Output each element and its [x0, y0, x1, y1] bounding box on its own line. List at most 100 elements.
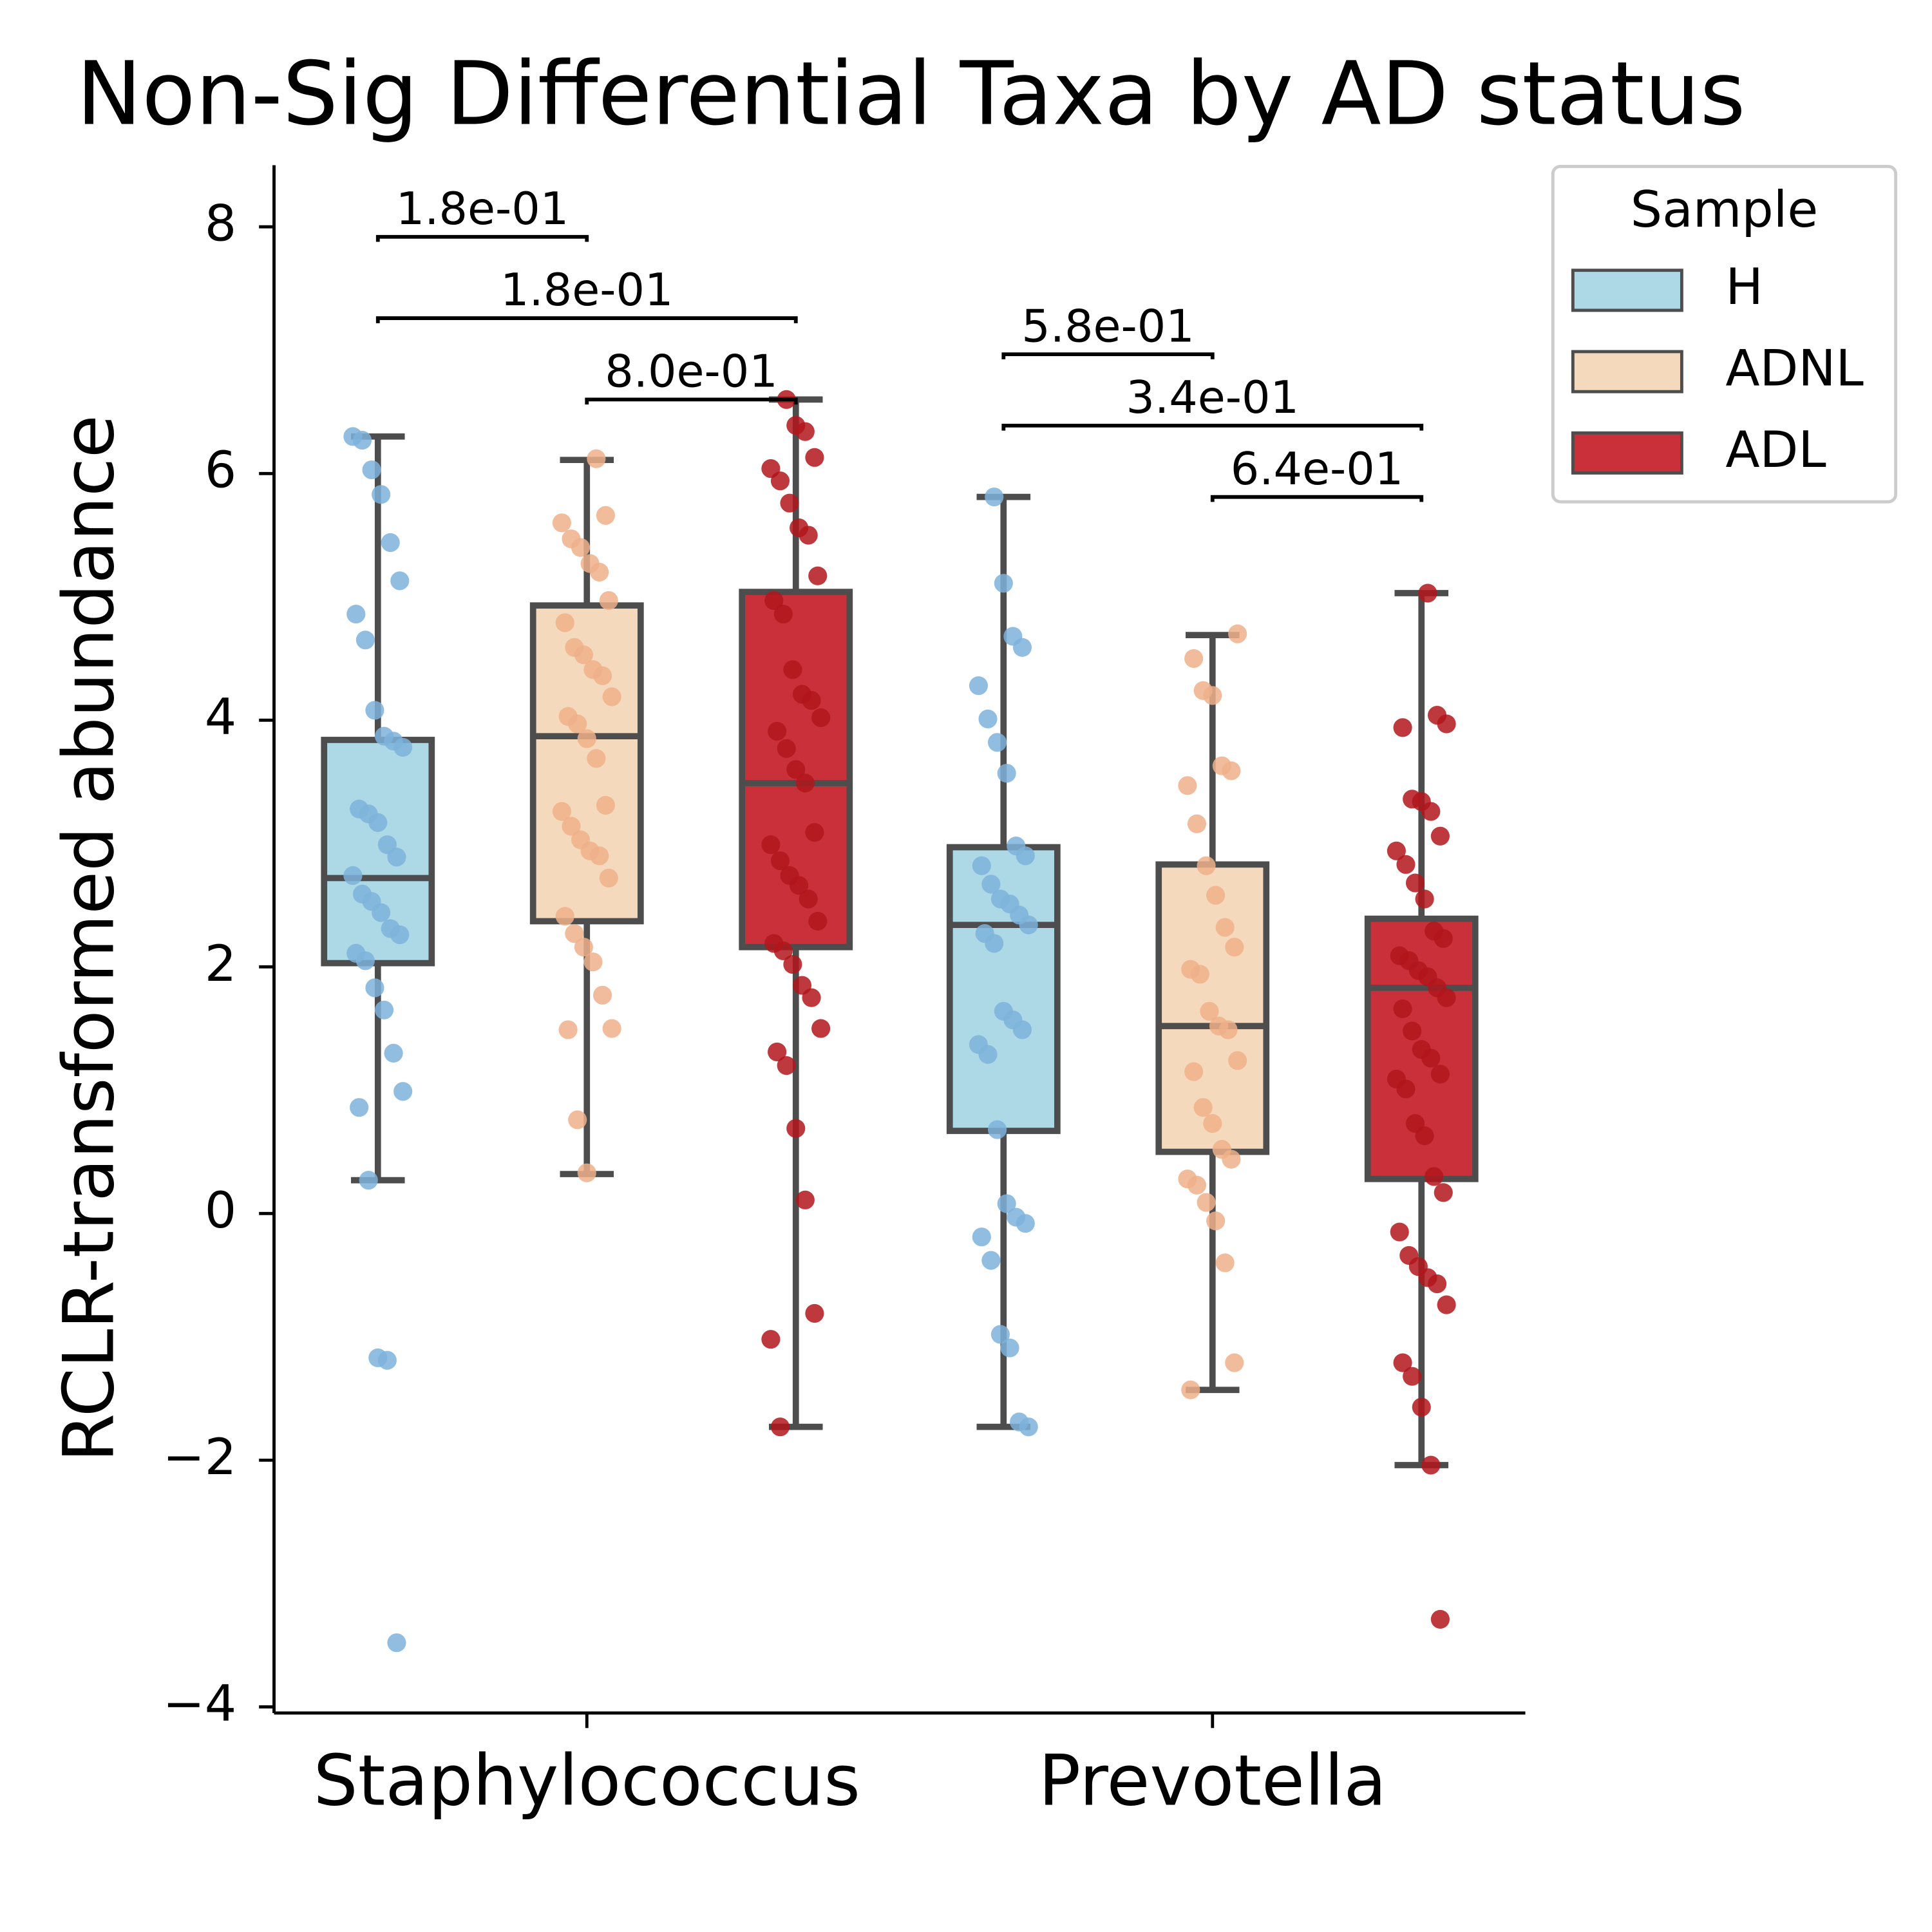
- point: [1437, 988, 1456, 1007]
- point: [1012, 1020, 1032, 1039]
- point: [1222, 1150, 1241, 1169]
- point: [795, 422, 815, 441]
- point: [978, 1045, 998, 1064]
- point: [592, 985, 612, 1005]
- y-tick-label: 0: [205, 1182, 236, 1240]
- point: [1203, 686, 1222, 705]
- point: [1427, 1274, 1447, 1294]
- point: [1016, 846, 1035, 866]
- point: [374, 1000, 394, 1019]
- point: [372, 903, 391, 922]
- point: [359, 1171, 378, 1190]
- point: [558, 1020, 578, 1039]
- chart-title: Non-Sig Differential Taxa by AD status: [77, 44, 1746, 146]
- point: [346, 605, 366, 624]
- point: [1184, 649, 1204, 668]
- point: [343, 866, 363, 886]
- point: [805, 1303, 824, 1323]
- point: [808, 566, 828, 585]
- point: [1193, 1098, 1213, 1117]
- point: [802, 691, 821, 710]
- point: [602, 687, 621, 706]
- point: [990, 1325, 1010, 1344]
- point: [777, 1056, 796, 1075]
- point: [795, 773, 815, 793]
- legend-label: ADNL: [1725, 340, 1863, 398]
- point: [1215, 918, 1235, 937]
- point: [1403, 1021, 1422, 1041]
- point: [577, 1163, 596, 1182]
- point: [355, 630, 375, 650]
- point: [596, 795, 615, 815]
- point: [1215, 1253, 1235, 1273]
- point: [1019, 1417, 1038, 1437]
- legend-label: ADL: [1725, 421, 1826, 479]
- legend-swatch: [1571, 350, 1683, 393]
- point: [555, 907, 574, 926]
- point: [590, 562, 609, 582]
- point: [1390, 1222, 1409, 1242]
- point: [799, 526, 818, 545]
- point: [393, 737, 413, 757]
- point: [1228, 1051, 1247, 1070]
- point: [377, 1350, 397, 1370]
- p-value-label: 3.4e-01: [1126, 372, 1299, 424]
- point: [783, 954, 802, 974]
- p-value-label: 5.8e-01: [1021, 300, 1194, 352]
- point: [562, 817, 581, 836]
- point: [1200, 1001, 1219, 1021]
- legend-swatch: [1571, 431, 1683, 475]
- point: [786, 760, 806, 779]
- point: [1430, 1609, 1450, 1629]
- point: [1187, 814, 1207, 833]
- point: [1405, 873, 1425, 893]
- point: [799, 889, 818, 909]
- point: [768, 721, 787, 741]
- point: [1222, 761, 1241, 781]
- point: [1434, 929, 1453, 948]
- point: [1437, 714, 1456, 734]
- point: [350, 1098, 369, 1117]
- legend-swatch: [1571, 269, 1683, 312]
- point: [997, 1194, 1016, 1213]
- point: [384, 1043, 403, 1063]
- legend-label: H: [1725, 258, 1763, 316]
- point: [1403, 1367, 1422, 1386]
- point: [1178, 776, 1197, 795]
- point: [365, 978, 384, 998]
- point: [1016, 1214, 1035, 1233]
- point: [783, 660, 802, 679]
- point: [790, 876, 809, 895]
- point: [1190, 965, 1209, 984]
- y-tick-label: −2: [163, 1428, 237, 1486]
- legend-box: [1551, 164, 1898, 504]
- point: [1206, 1211, 1226, 1231]
- point: [811, 1019, 831, 1038]
- point: [1225, 938, 1244, 957]
- point: [1184, 1062, 1204, 1081]
- point: [568, 714, 587, 734]
- point: [368, 813, 388, 832]
- point: [811, 708, 831, 728]
- significance-bracket: [1001, 423, 1424, 431]
- point: [1415, 1126, 1434, 1146]
- point: [768, 1042, 787, 1062]
- point: [764, 591, 784, 611]
- point: [1393, 1353, 1412, 1372]
- point: [574, 645, 593, 665]
- y-tick-label: 4: [205, 688, 236, 746]
- point: [972, 856, 991, 875]
- point: [988, 733, 1007, 752]
- point: [599, 868, 618, 887]
- point: [805, 448, 824, 467]
- point: [1437, 1295, 1456, 1314]
- point: [1421, 1455, 1441, 1475]
- point: [1396, 855, 1416, 874]
- point: [1012, 638, 1032, 657]
- point: [1421, 802, 1441, 821]
- point: [390, 925, 410, 945]
- point: [552, 513, 571, 533]
- significance-bracket: [375, 316, 798, 323]
